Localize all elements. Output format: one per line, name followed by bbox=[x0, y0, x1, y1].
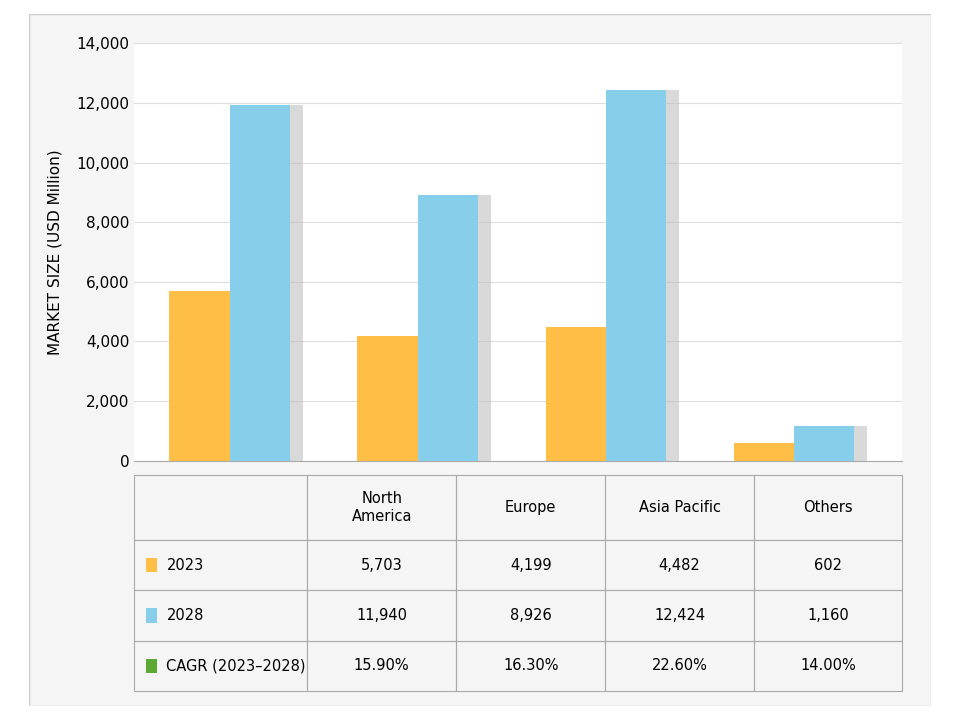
Bar bbox=[456, 540, 605, 590]
Bar bbox=[605, 641, 755, 691]
Text: 12,424: 12,424 bbox=[654, 608, 706, 623]
Bar bbox=[418, 194, 478, 461]
Bar bbox=[243, 104, 303, 461]
Text: 15.90%: 15.90% bbox=[354, 658, 410, 673]
Text: Europe: Europe bbox=[505, 500, 557, 515]
Bar bbox=[605, 540, 755, 590]
Text: 5,703: 5,703 bbox=[361, 558, 402, 572]
Bar bbox=[134, 540, 307, 590]
Bar bbox=[229, 104, 290, 461]
Bar bbox=[559, 327, 619, 461]
Bar bbox=[605, 590, 755, 641]
Bar bbox=[182, 291, 243, 461]
Bar bbox=[134, 475, 307, 540]
Text: Asia Pacific: Asia Pacific bbox=[638, 500, 721, 515]
Text: 16.30%: 16.30% bbox=[503, 658, 559, 673]
Text: 4,482: 4,482 bbox=[659, 558, 701, 572]
Bar bbox=[371, 336, 431, 461]
Bar bbox=[619, 90, 680, 461]
Text: 22.60%: 22.60% bbox=[652, 658, 708, 673]
Text: 11,940: 11,940 bbox=[356, 608, 407, 623]
Y-axis label: MARKET SIZE (USD Million): MARKET SIZE (USD Million) bbox=[48, 149, 62, 355]
Bar bbox=[431, 194, 492, 461]
Text: 2023: 2023 bbox=[166, 558, 204, 572]
Bar bbox=[357, 336, 418, 461]
Bar bbox=[456, 641, 605, 691]
Bar bbox=[755, 540, 902, 590]
Text: North
America: North America bbox=[351, 492, 412, 524]
Bar bbox=[794, 426, 854, 461]
Bar bbox=[307, 475, 456, 540]
Bar bbox=[733, 443, 794, 461]
Text: CAGR (2023–2028): CAGR (2023–2028) bbox=[166, 658, 306, 673]
Bar bbox=[755, 475, 902, 540]
Bar bbox=[307, 641, 456, 691]
FancyBboxPatch shape bbox=[29, 14, 931, 706]
Bar bbox=[456, 475, 605, 540]
Bar bbox=[134, 590, 307, 641]
Bar bbox=[146, 608, 157, 623]
Bar bbox=[605, 475, 755, 540]
Bar bbox=[134, 641, 307, 691]
Bar bbox=[146, 558, 157, 572]
Text: 1,160: 1,160 bbox=[807, 608, 850, 623]
Bar bbox=[755, 641, 902, 691]
Text: 8,926: 8,926 bbox=[510, 608, 552, 623]
Bar bbox=[307, 540, 456, 590]
Bar bbox=[456, 590, 605, 641]
Text: 602: 602 bbox=[814, 558, 842, 572]
Bar bbox=[606, 90, 666, 461]
Text: 14.00%: 14.00% bbox=[801, 658, 856, 673]
Bar bbox=[545, 327, 606, 461]
Bar bbox=[146, 659, 157, 673]
Bar bbox=[755, 590, 902, 641]
Text: 2028: 2028 bbox=[166, 608, 204, 623]
Bar bbox=[747, 443, 807, 461]
Bar bbox=[169, 291, 229, 461]
Text: Others: Others bbox=[804, 500, 853, 515]
Bar bbox=[807, 426, 868, 461]
Text: 4,199: 4,199 bbox=[510, 558, 551, 572]
Bar bbox=[307, 590, 456, 641]
